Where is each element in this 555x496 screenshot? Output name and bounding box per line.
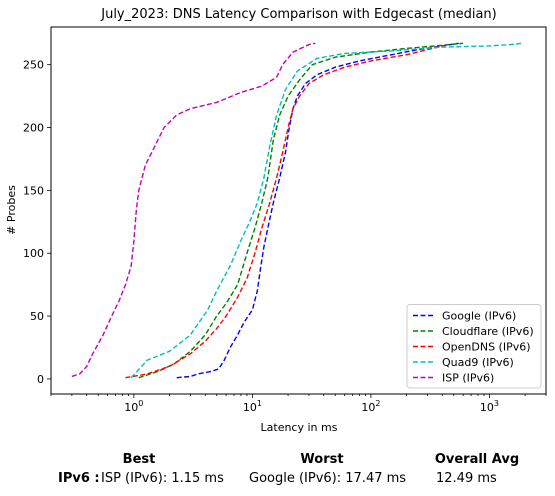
plot-area: 100 101 102 103 0 50 100 150 200 250 Google (IPv6)… <box>23 26 547 414</box>
y-tick-label: 250 <box>23 59 44 72</box>
chart-title: July_2023: DNS Latency Comparison with E… <box>100 7 497 22</box>
legend-label: Quad9 (IPv6) <box>442 356 514 369</box>
legend-label: Cloudflare (IPv6) <box>442 325 534 338</box>
series-line-3 <box>125 43 449 379</box>
worst-value: Google (IPv6): 17.47 ms <box>249 471 407 486</box>
legend-label: Google (IPv6) <box>442 310 516 323</box>
worst-header: Worst <box>300 452 344 467</box>
y-tick-label: 50 <box>30 310 44 323</box>
y-tick-label: 0 <box>37 373 44 386</box>
ipv6-row-label: IPv6 : <box>58 471 100 486</box>
overall-avg-header: Overall Avg <box>434 452 520 467</box>
x-tick-label: 103 <box>480 399 499 414</box>
axes-frame <box>50 26 547 395</box>
legend-label: OpenDNS (IPv6) <box>442 341 531 354</box>
x-axis-label: Latency in ms <box>261 421 338 434</box>
best-header: Best <box>122 452 156 467</box>
best-value: ISP (IPv6): 1.15 ms <box>101 471 224 486</box>
legend-label: ISP (IPv6) <box>442 372 494 385</box>
overall-avg-value: 12.49 ms <box>436 471 497 486</box>
latency-cdf-chart: July_2023: DNS Latency Comparison with E… <box>5 7 547 434</box>
y-tick-label: 200 <box>23 122 44 135</box>
series-line-1 <box>176 42 459 379</box>
x-tick-label: 101 <box>243 399 262 414</box>
series-line-5 <box>71 42 316 378</box>
series-line-4 <box>130 42 523 379</box>
x-tick-label: 102 <box>361 399 380 414</box>
y-tick-label: 100 <box>23 247 44 260</box>
x-tick-label: 100 <box>124 399 143 414</box>
series-line-2 <box>138 42 464 379</box>
y-axis-label: # Probes <box>5 185 18 235</box>
y-tick-label: 150 <box>23 184 44 197</box>
legend-box <box>406 304 542 389</box>
